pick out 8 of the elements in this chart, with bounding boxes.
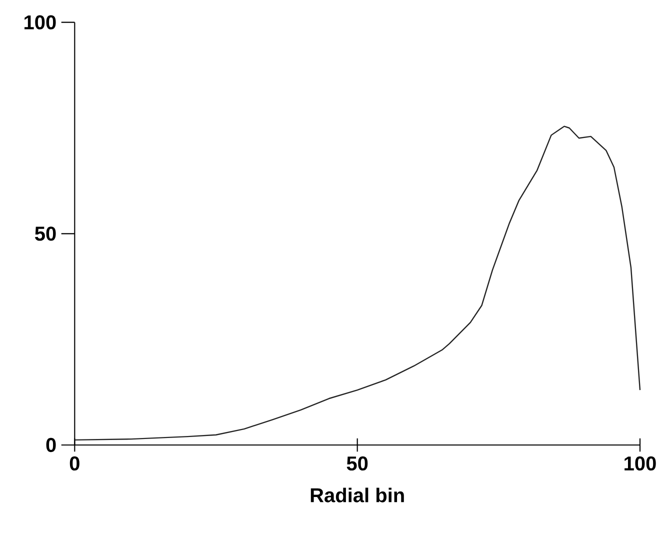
x-axis-title: Radial bin xyxy=(310,488,404,502)
x-tick-label: 50 xyxy=(346,456,368,471)
x-tick-label: 100 xyxy=(624,456,656,471)
y-tick-label: 100 xyxy=(24,15,56,30)
y-tick-label: 50 xyxy=(34,226,56,241)
line-series xyxy=(74,126,641,441)
y-tick-label: 0 xyxy=(46,438,56,452)
x-tick-label: 0 xyxy=(70,456,80,471)
